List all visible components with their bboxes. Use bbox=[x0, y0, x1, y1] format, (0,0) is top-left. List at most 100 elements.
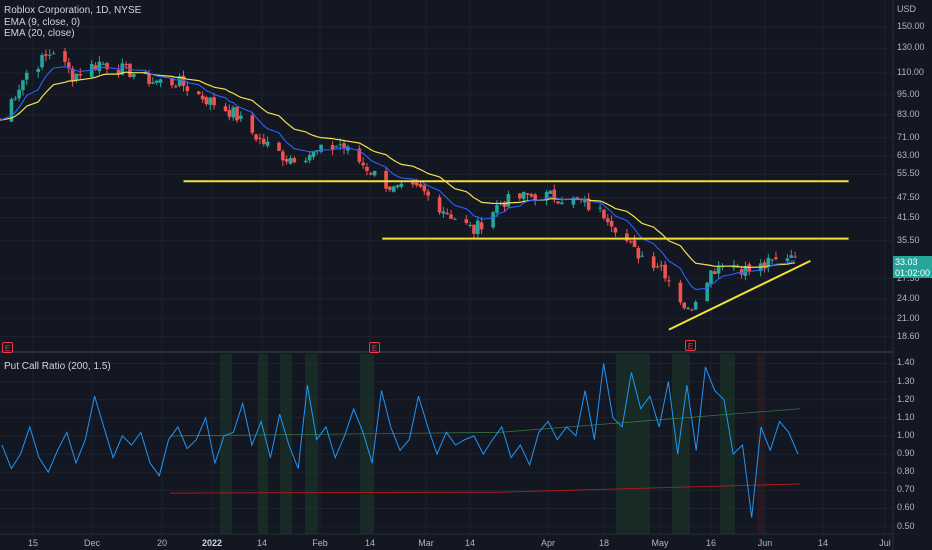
pcr-band bbox=[258, 354, 268, 534]
candle-body bbox=[17, 89, 21, 99]
candle-body bbox=[21, 80, 25, 91]
candle-body bbox=[74, 73, 79, 81]
time-axis-label: 16 bbox=[705, 538, 717, 548]
trendline[interactable] bbox=[668, 259, 811, 331]
ema-9-line bbox=[0, 66, 796, 291]
candle-body bbox=[315, 150, 320, 152]
candle-body bbox=[472, 224, 476, 234]
ema-20-legend[interactable]: EMA (20, close) bbox=[4, 28, 75, 39]
ema-9-legend[interactable]: EMA (9, close, 0) bbox=[4, 17, 81, 28]
candle-body bbox=[575, 197, 579, 199]
time-axis-label: Mar bbox=[418, 538, 434, 548]
price-axis-label: 63.00 bbox=[897, 149, 920, 160]
candle-body bbox=[250, 115, 255, 133]
candle-body bbox=[346, 146, 350, 151]
ratio-axis-label: 1.00 bbox=[897, 429, 915, 440]
price-axis-label: 150.00 bbox=[897, 20, 925, 31]
candle-body bbox=[292, 158, 297, 163]
candle-body bbox=[445, 212, 450, 215]
candle-body bbox=[330, 145, 335, 150]
candle-body bbox=[766, 258, 771, 267]
candle-body bbox=[659, 265, 664, 267]
symbol-title[interactable]: Roblox Corporation, 1D, NYSE bbox=[4, 5, 142, 16]
candle-body bbox=[128, 63, 132, 77]
candle-body bbox=[319, 144, 323, 152]
candle-body bbox=[735, 266, 740, 268]
candle-body bbox=[265, 141, 270, 146]
price-axis-label: 21.00 bbox=[897, 312, 920, 323]
candle-body bbox=[261, 138, 266, 144]
candle-body bbox=[365, 166, 369, 172]
price-axis-label: 35.50 bbox=[897, 234, 920, 245]
earnings-marker[interactable]: E bbox=[369, 342, 380, 353]
candle-body bbox=[284, 158, 289, 162]
candle-body bbox=[529, 194, 534, 197]
put-call-ratio-pane bbox=[1, 363, 801, 518]
pcr-band bbox=[672, 354, 690, 534]
candle-body bbox=[258, 137, 262, 139]
candle-body bbox=[372, 170, 377, 176]
earnings-marker[interactable]: E bbox=[2, 342, 13, 353]
ratio-axis-label: 0.80 bbox=[897, 466, 915, 477]
price-axis-label: 18.60 bbox=[897, 330, 920, 341]
pcr-legend[interactable]: Put Call Ratio (200, 1.5) bbox=[4, 361, 111, 372]
candle-body bbox=[116, 69, 121, 75]
candle-body bbox=[525, 193, 530, 195]
ratio-axis-label: 1.20 bbox=[897, 393, 915, 404]
candle-body bbox=[78, 73, 83, 76]
candle-body bbox=[40, 55, 44, 68]
candle-body bbox=[453, 218, 457, 220]
ratio-axis-label: 1.30 bbox=[897, 375, 915, 386]
time-axis-label: 2022 bbox=[201, 538, 223, 548]
candle-body bbox=[212, 97, 216, 106]
candle-body bbox=[281, 151, 285, 161]
time-axis-label: 20 bbox=[156, 538, 168, 548]
candle-body bbox=[388, 186, 392, 190]
time-axis-label: 15 bbox=[27, 538, 39, 548]
candle-body bbox=[693, 301, 698, 310]
candle-body bbox=[571, 197, 576, 205]
pcr-band bbox=[280, 354, 292, 534]
ratio-axis-label: 1.10 bbox=[897, 411, 915, 422]
ratio-axis-label: 0.50 bbox=[897, 520, 915, 531]
candle-body bbox=[426, 191, 430, 196]
candle-body bbox=[342, 143, 346, 149]
candle-body bbox=[464, 219, 469, 223]
candle-body bbox=[632, 240, 637, 248]
candle-body bbox=[93, 65, 98, 70]
candle-body bbox=[24, 72, 29, 80]
candle-body bbox=[277, 142, 281, 151]
candle-body bbox=[533, 194, 537, 202]
candle-body bbox=[705, 282, 709, 302]
candle-body bbox=[506, 194, 511, 207]
candle-body bbox=[602, 209, 606, 219]
pcr-line bbox=[1, 363, 799, 518]
candle-body bbox=[628, 241, 633, 243]
candle-body bbox=[586, 198, 591, 210]
candle-body bbox=[468, 224, 472, 226]
pcr-band bbox=[305, 354, 318, 534]
candle-body bbox=[304, 160, 308, 163]
candle-body bbox=[208, 97, 213, 105]
candle-body bbox=[667, 280, 671, 282]
time-axis-label: Apr bbox=[540, 538, 556, 548]
price-axis-label: 55.50 bbox=[897, 168, 920, 179]
candle-body bbox=[690, 309, 694, 311]
pcr-band bbox=[720, 354, 735, 534]
earnings-marker[interactable]: E bbox=[685, 340, 696, 351]
candle-body bbox=[678, 282, 683, 303]
ema-20-line bbox=[0, 71, 796, 269]
candle-body bbox=[105, 63, 109, 70]
candle-body bbox=[770, 259, 774, 261]
time-axis-label: Dec bbox=[83, 538, 101, 548]
candle-body bbox=[231, 107, 235, 118]
currency-label: USD bbox=[897, 4, 917, 14]
candle-body bbox=[476, 220, 480, 235]
candle-body bbox=[70, 68, 75, 82]
price-axis-label: 95.00 bbox=[897, 88, 920, 99]
candle-body bbox=[158, 79, 163, 83]
trendlines[interactable] bbox=[183, 180, 849, 331]
candle-body bbox=[636, 247, 641, 259]
candle-body bbox=[491, 212, 495, 228]
